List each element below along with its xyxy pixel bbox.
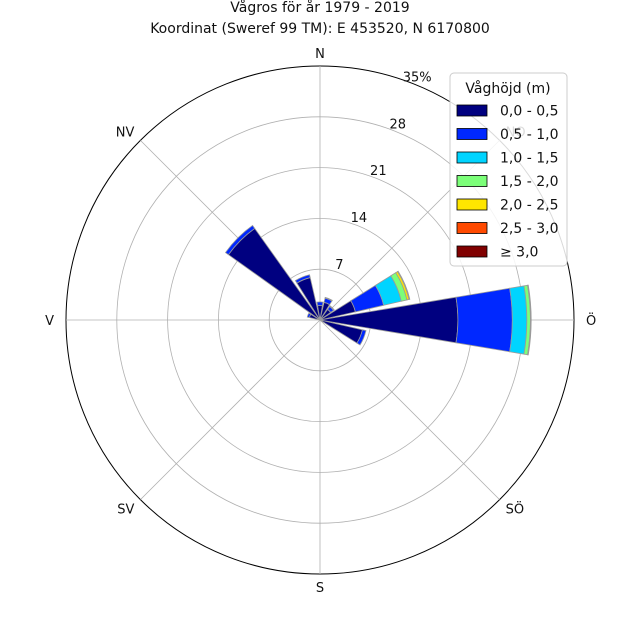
- legend-swatch: [456, 128, 488, 140]
- legend-label: 2,0 - 2,5: [500, 198, 558, 214]
- direction-label: SÖ: [506, 501, 524, 518]
- legend-label: 0,5 - 1,0: [500, 127, 558, 143]
- rose-bar-segment: [224, 224, 256, 256]
- direction-label: V: [45, 314, 54, 329]
- rose-bars: [224, 224, 532, 356]
- radial-tick-label: 14: [351, 211, 368, 226]
- rose-bar-segment: [324, 296, 333, 302]
- legend-swatch: [456, 104, 488, 117]
- radial-tick-label: 7: [335, 258, 343, 273]
- radial-tick-label: 35%: [403, 70, 432, 85]
- legend-label: 1,5 - 2,0: [500, 174, 558, 190]
- direction-label: N: [315, 47, 325, 62]
- rose-bar-segment: [396, 270, 411, 300]
- legend-label: ≥ 3,0: [500, 245, 538, 261]
- chart-title: Vågros för år 1979 - 2019: [230, 0, 409, 16]
- legend-swatch: [456, 245, 488, 258]
- direction-label: SV: [117, 503, 134, 518]
- grid-spoke: [140, 319, 321, 500]
- legend-items: 0,0 - 0,5 0,5 - 1,0 1,0 - 1,5 1,5 - 2,0 2,0 …: [456, 104, 558, 261]
- direction-label: S: [316, 581, 324, 596]
- radial-tick-label: 28: [389, 117, 406, 132]
- chart-subtitle: Koordinat (Sweref 99 TM): E 453520, N 61…: [150, 21, 490, 37]
- direction-label: Ö: [586, 312, 596, 329]
- legend-swatch: [456, 198, 488, 211]
- rose-bar-segment: [509, 285, 528, 355]
- radial-tick-labels: 7 14 21 28 35%: [335, 70, 431, 273]
- grid-spoke: [319, 319, 500, 500]
- legend-swatch: [456, 222, 488, 234]
- legend-frame: [449, 72, 568, 267]
- rose-bar-segment: [455, 287, 513, 353]
- legend-title: Våghöjd (m): [465, 80, 550, 97]
- legend: Våghöjd (m) 0,0 - 0,5 0,5 - 1,0 1,0 - 1,5 1…: [449, 72, 568, 267]
- rose-bar-segment: [227, 227, 321, 321]
- rose-bar-segment: [329, 305, 335, 311]
- direction-label: NV: [116, 125, 135, 140]
- rose-bar-segment: [316, 301, 324, 307]
- rose-bar-segment: [527, 284, 532, 356]
- legend-swatch: [456, 151, 488, 164]
- legend-label: 0,0 - 0,5: [500, 104, 558, 120]
- legend-swatch: [456, 175, 488, 187]
- radial-tick-label: 21: [370, 164, 387, 179]
- rose-bar-segment: [294, 274, 311, 284]
- legend-label: 1,0 - 1,5: [500, 151, 558, 167]
- legend-label: 2,5 - 3,0: [500, 221, 558, 237]
- rose-bar-segment: [306, 312, 312, 319]
- rose-bar-segment: [356, 329, 367, 346]
